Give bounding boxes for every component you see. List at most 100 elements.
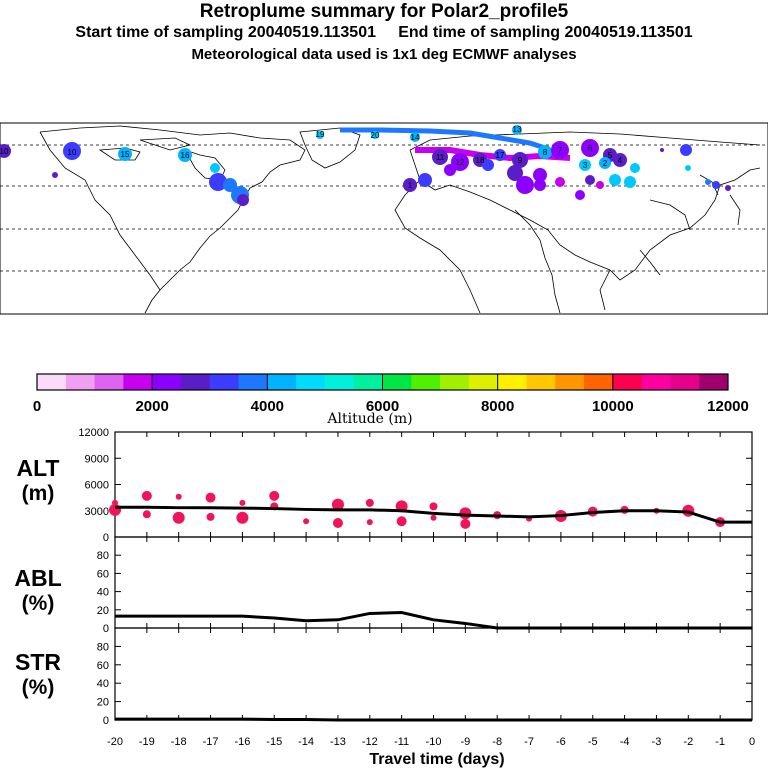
map-gridlines: [0, 144, 768, 272]
retroplume-clusters: 10 10 15 16 19 20 14 13 11 12 18 17 9 8 7 6 54 3 2 1: [0, 125, 731, 206]
trajectory-cluster-marker: [596, 181, 604, 189]
cluster-number-label: 10: [68, 148, 77, 157]
y-tick-label: 6000: [85, 480, 109, 492]
abl-unit: (%): [22, 592, 55, 615]
colorbar-swatch: [94, 374, 124, 390]
trajectory-cluster-marker: [209, 173, 227, 191]
x-tick-label: -7: [524, 736, 534, 748]
trajectory-cluster-marker: [507, 165, 523, 181]
x-tick-label: -2: [683, 736, 693, 748]
cluster-number-label: 3: [583, 161, 588, 170]
trajectory-cluster-marker: [63, 142, 81, 160]
colorbar-swatch: [526, 374, 556, 390]
meteo-label: Meteorological data used is 1x1 deg ECMW…: [191, 46, 577, 63]
colorbar-swatch: [123, 374, 153, 390]
trajectory-cluster-marker: [538, 145, 552, 159]
trajectory-cluster-marker: [371, 131, 379, 139]
cluster-number-label: 20: [371, 131, 380, 140]
cluster-number-label: 6: [588, 144, 593, 153]
map-frame: [0, 122, 768, 315]
trajectory-cluster-marker: [534, 179, 546, 191]
y-tick-label: 0: [103, 715, 109, 727]
cluster-number-label: 7: [558, 146, 563, 155]
scatter-point: [459, 507, 472, 520]
cluster-number-label: 5: [608, 151, 613, 160]
cluster-number-label: 8: [543, 148, 548, 157]
trajectory-cluster-marker: [624, 176, 636, 188]
colorbar-swatch: [641, 374, 671, 390]
end-time-label: End time of sampling 20040519.113501: [398, 24, 693, 41]
scatter-point: [206, 512, 215, 521]
colorbar-swatch: [152, 374, 182, 390]
trajectory-cluster-marker: [630, 163, 640, 173]
trajectory-cluster-marker: [410, 132, 420, 142]
x-tick-label: 0: [749, 736, 755, 748]
chart-title: Retroplume summary for Polar2_profile5: [199, 1, 569, 22]
x-tick-label: -13: [330, 736, 346, 748]
x-tick-label: -19: [139, 736, 155, 748]
x-tick-label: -5: [588, 736, 598, 748]
trajectory-cluster-marker: [555, 177, 565, 187]
x-tick-label: -4: [620, 736, 630, 748]
scatter-point: [236, 511, 249, 524]
scatter-point: [269, 490, 280, 501]
scatter-point: [141, 490, 152, 501]
scatter-point: [396, 516, 407, 527]
scatter-point: [332, 518, 343, 528]
x-tick-label: -11: [394, 736, 409, 748]
trajectory-cluster-marker: [599, 157, 611, 169]
plume-track: [340, 127, 546, 151]
trajectory-cluster-marker: [482, 159, 494, 171]
colorbar-swatch: [37, 374, 67, 390]
x-tick-label: -10: [426, 736, 442, 748]
colorbar-tick-label: 0: [33, 398, 41, 415]
trajectory-cluster-marker: [685, 165, 691, 171]
cluster-number-label: 16: [181, 151, 190, 160]
colorbar-swatch: [699, 374, 729, 390]
x-tick-label: -18: [171, 736, 187, 748]
scatter-point: [331, 498, 344, 511]
trajectory-cluster-marker: [613, 153, 627, 167]
str-unit: (%): [22, 676, 55, 699]
cluster-number-label: 2: [603, 159, 608, 168]
colorbar-tick-label: 2000: [135, 398, 168, 415]
x-tick-label: -3: [652, 736, 662, 748]
x-tick-label: -12: [362, 736, 378, 748]
scatter-point: [366, 519, 373, 526]
cluster-number-label: 4: [618, 156, 623, 165]
scatter-point: [172, 511, 185, 524]
panel-abl: 0 20 40 60 80: [97, 536, 753, 635]
trajectory-cluster-marker: [444, 164, 456, 176]
panel-str: 0 20 40 60 80: [97, 627, 753, 727]
x-tick-label: -1: [715, 736, 725, 748]
colorbar-swatch: [468, 374, 499, 390]
colorbar-tick-label: 6000: [366, 398, 399, 415]
cluster-number-label: 19: [316, 130, 325, 139]
colorbar-swatch: [267, 374, 297, 390]
y-tick-label: 3000: [85, 506, 109, 518]
colorbar-swatch: [209, 374, 240, 390]
scatter-point: [429, 502, 438, 511]
trajectory-cluster-marker: [494, 149, 506, 161]
colorbar-swatch: [382, 374, 412, 390]
colorbar-swatch: [238, 374, 268, 390]
trajectory-map: 10 10 15 16 19 20 14 13 11 12 18 17 9 8 7 6 54 3 2 1: [0, 122, 768, 315]
colorbar-swatch: [353, 374, 383, 390]
trajectory-cluster-marker: [712, 181, 720, 189]
trajectory-cluster-marker: [575, 190, 585, 200]
colorbar-swatch: [612, 374, 643, 390]
colorbar-swatch: [670, 374, 700, 390]
scatter-point: [303, 518, 310, 525]
trajectory-cluster-marker: [725, 185, 731, 191]
trajectory-cluster-marker: [512, 152, 528, 168]
colorbar-swatch: [497, 374, 527, 390]
colorbar-tick-label: 4000: [251, 398, 284, 415]
scatter-point: [142, 510, 151, 519]
trajectory-cluster-marker: [512, 125, 522, 135]
colorbar-swatch: [180, 374, 211, 390]
scatter-point: [239, 499, 246, 506]
scatter-point: [365, 498, 374, 507]
x-tick-label: -17: [203, 736, 219, 748]
y-tick-label: 0: [103, 623, 109, 635]
